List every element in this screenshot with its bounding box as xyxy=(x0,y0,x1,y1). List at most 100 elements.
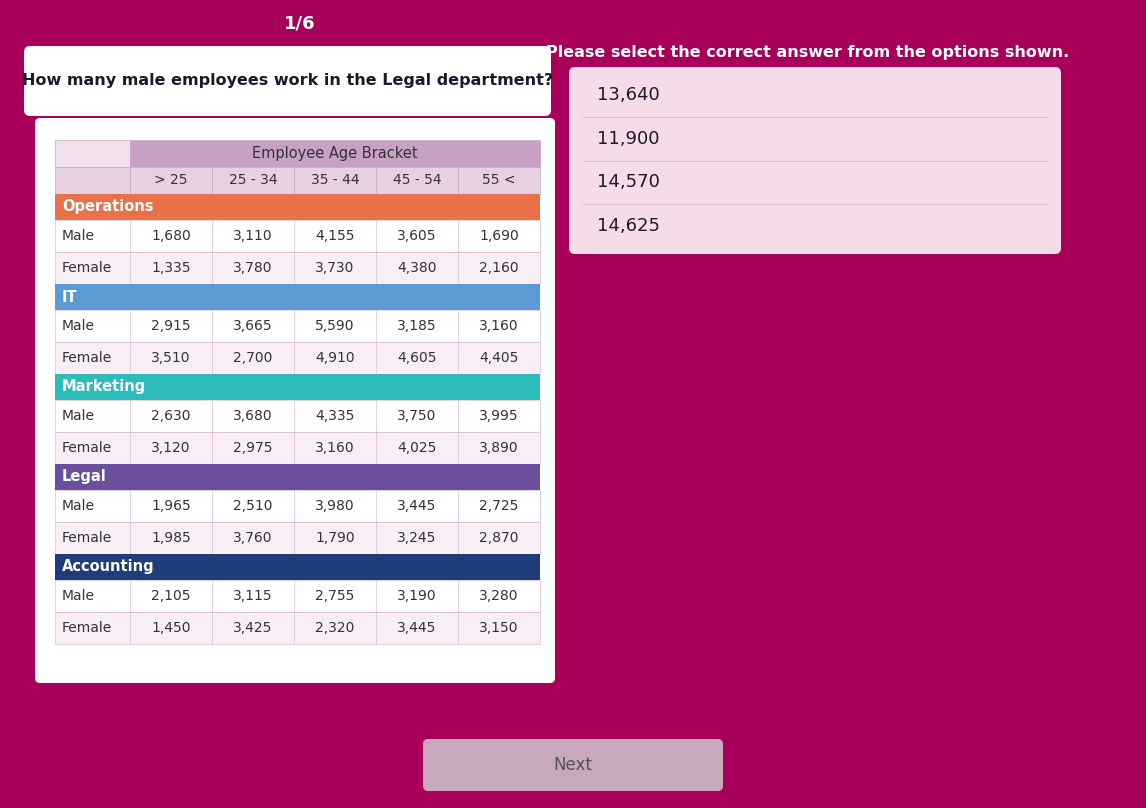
Text: 2,160: 2,160 xyxy=(479,261,519,275)
Text: 2,870: 2,870 xyxy=(479,531,519,545)
Text: 4,605: 4,605 xyxy=(398,351,437,365)
Text: 3,665: 3,665 xyxy=(233,319,273,333)
Bar xyxy=(55,580,540,612)
Text: 3,245: 3,245 xyxy=(398,531,437,545)
Text: Male: Male xyxy=(62,499,95,513)
Text: 13,640: 13,640 xyxy=(597,86,660,104)
Text: Male: Male xyxy=(62,229,95,243)
Text: 25 - 34: 25 - 34 xyxy=(229,174,277,187)
Text: 4,380: 4,380 xyxy=(398,261,437,275)
Text: 3,750: 3,750 xyxy=(398,409,437,423)
Bar xyxy=(295,167,376,194)
Text: 4,335: 4,335 xyxy=(315,409,355,423)
Bar xyxy=(55,490,540,522)
Text: 3,185: 3,185 xyxy=(398,319,437,333)
Text: 3,110: 3,110 xyxy=(233,229,273,243)
Text: 3,510: 3,510 xyxy=(151,351,190,365)
FancyBboxPatch shape xyxy=(423,739,723,791)
Text: 3,605: 3,605 xyxy=(398,229,437,243)
Bar xyxy=(55,167,129,194)
Bar xyxy=(55,342,540,374)
Text: 3,980: 3,980 xyxy=(315,499,355,513)
Text: 3,780: 3,780 xyxy=(234,261,273,275)
Text: Accounting: Accounting xyxy=(62,559,155,574)
Text: 5,590: 5,590 xyxy=(315,319,355,333)
Text: 2,700: 2,700 xyxy=(234,351,273,365)
Bar xyxy=(55,464,540,490)
Bar xyxy=(55,554,540,580)
Text: Employee Age Bracket: Employee Age Bracket xyxy=(252,146,418,161)
Text: 4,910: 4,910 xyxy=(315,351,355,365)
Text: 1,680: 1,680 xyxy=(151,229,191,243)
FancyBboxPatch shape xyxy=(570,67,1061,254)
Text: 3,190: 3,190 xyxy=(398,589,437,603)
Text: 1,335: 1,335 xyxy=(151,261,190,275)
Text: 2,510: 2,510 xyxy=(234,499,273,513)
Text: 1,965: 1,965 xyxy=(151,499,191,513)
Text: 3,425: 3,425 xyxy=(234,621,273,635)
Text: > 25: > 25 xyxy=(155,174,188,187)
Text: 45 - 54: 45 - 54 xyxy=(393,174,441,187)
Text: 1,690: 1,690 xyxy=(479,229,519,243)
Text: 2,915: 2,915 xyxy=(151,319,191,333)
Text: 3,160: 3,160 xyxy=(479,319,519,333)
FancyBboxPatch shape xyxy=(24,46,551,116)
Bar xyxy=(55,220,540,252)
Text: 4,405: 4,405 xyxy=(479,351,519,365)
Text: 55 <: 55 < xyxy=(482,174,516,187)
Bar xyxy=(376,167,458,194)
Bar xyxy=(55,194,540,220)
Text: 4,155: 4,155 xyxy=(315,229,355,243)
Bar xyxy=(55,252,540,284)
Text: 3,760: 3,760 xyxy=(234,531,273,545)
Bar xyxy=(55,284,540,310)
Bar xyxy=(129,167,212,194)
Text: 2,975: 2,975 xyxy=(234,441,273,455)
Text: 3,890: 3,890 xyxy=(479,441,519,455)
Text: 1,790: 1,790 xyxy=(315,531,355,545)
Text: Female: Female xyxy=(62,621,112,635)
Bar xyxy=(55,374,540,400)
Text: 14,625: 14,625 xyxy=(597,217,660,235)
Text: 2,755: 2,755 xyxy=(315,589,355,603)
Text: Female: Female xyxy=(62,261,112,275)
Text: 3,730: 3,730 xyxy=(315,261,355,275)
Bar xyxy=(55,400,540,432)
Text: 3,445: 3,445 xyxy=(398,499,437,513)
Bar xyxy=(55,612,540,644)
Text: 3,115: 3,115 xyxy=(233,589,273,603)
FancyBboxPatch shape xyxy=(36,118,555,683)
Text: 1/6: 1/6 xyxy=(284,14,316,32)
Text: Male: Male xyxy=(62,589,95,603)
Text: 1,985: 1,985 xyxy=(151,531,191,545)
Text: 2,320: 2,320 xyxy=(315,621,355,635)
Text: 1,450: 1,450 xyxy=(151,621,190,635)
Text: Male: Male xyxy=(62,319,95,333)
Text: 3,445: 3,445 xyxy=(398,621,437,635)
Bar xyxy=(55,432,540,464)
Text: 3,280: 3,280 xyxy=(479,589,519,603)
Bar xyxy=(55,522,540,554)
Text: 14,570: 14,570 xyxy=(597,174,660,191)
Text: Operations: Operations xyxy=(62,200,154,214)
Text: Please select the correct answer from the options shown.: Please select the correct answer from th… xyxy=(547,45,1069,61)
Bar xyxy=(55,140,129,167)
Text: 3,680: 3,680 xyxy=(233,409,273,423)
Text: 3,160: 3,160 xyxy=(315,441,355,455)
Text: Marketing: Marketing xyxy=(62,380,147,394)
Bar xyxy=(55,310,540,342)
Text: 35 - 44: 35 - 44 xyxy=(311,174,360,187)
Text: Male: Male xyxy=(62,409,95,423)
Text: Next: Next xyxy=(554,756,592,774)
Text: 3,120: 3,120 xyxy=(151,441,190,455)
Text: How many male employees work in the Legal department?: How many male employees work in the Lega… xyxy=(22,74,554,89)
Text: 2,725: 2,725 xyxy=(479,499,519,513)
Text: Female: Female xyxy=(62,441,112,455)
Text: IT: IT xyxy=(62,289,78,305)
Bar xyxy=(212,167,295,194)
Text: 2,105: 2,105 xyxy=(151,589,190,603)
Text: 2,630: 2,630 xyxy=(151,409,190,423)
Text: 3,995: 3,995 xyxy=(479,409,519,423)
Bar xyxy=(129,140,540,167)
Text: Female: Female xyxy=(62,351,112,365)
